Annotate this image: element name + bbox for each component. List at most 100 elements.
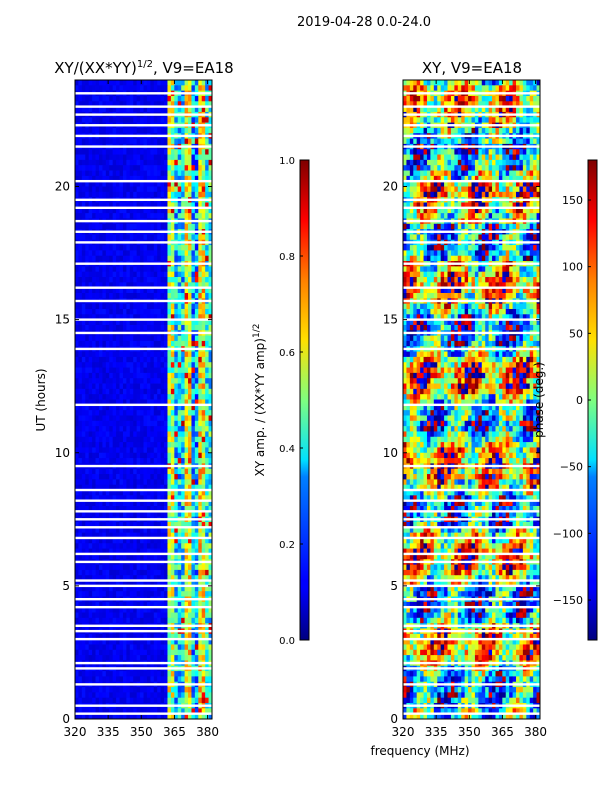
amp-cell [198, 436, 203, 443]
amp-cell [98, 303, 103, 310]
amp-cell [102, 479, 107, 486]
amp-cell [78, 649, 83, 656]
amp-cell [208, 415, 213, 422]
amp-cell [184, 266, 189, 273]
amp-cell [150, 527, 155, 534]
amp-cell [157, 633, 162, 640]
amp-cell [177, 287, 182, 294]
amp-cell [98, 186, 103, 193]
amp-cell [109, 404, 114, 411]
amp-cell [194, 95, 199, 102]
phase-cell [440, 85, 445, 92]
amp-cell [198, 223, 203, 230]
amp-cell [170, 553, 175, 560]
amp-cell [157, 447, 162, 454]
amp-cell [122, 692, 127, 699]
amp-cell [143, 687, 148, 693]
amp-cell [122, 101, 127, 108]
phase-cell [474, 80, 479, 86]
amp-cell [88, 154, 93, 161]
amp-cell [184, 255, 189, 262]
amp-cell [191, 543, 196, 550]
amp-cell [102, 713, 107, 720]
amp-cell [167, 367, 172, 374]
amp-cell [174, 351, 179, 358]
amp-cell [119, 548, 124, 555]
amp-cell [184, 138, 189, 145]
amp-cell [146, 394, 151, 400]
amp-cell [129, 85, 134, 92]
amp-cell [112, 713, 117, 720]
amp-cell [92, 80, 96, 86]
amp-cell [95, 277, 100, 283]
amp-cell [136, 191, 141, 198]
amp-cell [98, 468, 103, 475]
amp-cell [208, 191, 213, 198]
amp-cell [116, 484, 120, 491]
amp-cell [181, 564, 185, 571]
amp-cell [146, 511, 151, 518]
amp-cell [133, 431, 138, 438]
amp-cell [136, 293, 141, 299]
amp-cell [92, 335, 96, 342]
amp-cell [109, 319, 114, 326]
amp-cell [181, 612, 185, 619]
amp-cell [153, 303, 158, 310]
amp-cell [109, 527, 114, 534]
amp-cell [157, 250, 162, 257]
amp-cell [129, 95, 134, 102]
amp-cell [140, 388, 144, 395]
amp-cell [198, 287, 203, 294]
amp-cell [119, 617, 124, 624]
amp-cell [129, 553, 134, 560]
amp-cell [170, 617, 175, 624]
amp-cell [119, 479, 124, 486]
amp-cell [126, 617, 131, 624]
amp-cell [157, 458, 162, 464]
amp-cell [105, 335, 110, 342]
amp-cell [109, 149, 114, 155]
amp-cell [188, 436, 192, 443]
amp-cell [136, 633, 141, 640]
amp-cell [75, 431, 79, 438]
amp-cell [143, 335, 148, 342]
amp-cell [143, 245, 148, 251]
amp-cell [136, 101, 141, 108]
amp-cell [208, 223, 213, 230]
amp-cell [157, 117, 162, 124]
amp-cell [177, 245, 182, 251]
amp-colorbar-tick-label: 0.2 [279, 540, 295, 551]
amp-cell [88, 420, 93, 427]
amp-cell [102, 324, 107, 331]
amp-cell [160, 101, 165, 108]
amp-cell [92, 553, 96, 560]
amp-cell [205, 101, 209, 108]
amp-cell [88, 404, 93, 411]
amp-cell [177, 383, 182, 390]
amp-cell [122, 495, 127, 502]
amp-cell [174, 181, 179, 187]
amp-cell [167, 95, 172, 102]
amp-flag-line [75, 331, 212, 335]
amp-cell [98, 335, 103, 342]
amp-cell [198, 511, 203, 518]
amp-cell [119, 671, 124, 677]
amp-cell [194, 633, 199, 640]
amp-cell [81, 676, 86, 683]
amp-cell [191, 506, 196, 512]
amp-cell [98, 431, 103, 438]
amp-cell [191, 548, 196, 555]
amp-cell [188, 415, 192, 422]
amp-cell [198, 500, 203, 507]
amp-cell [122, 442, 127, 448]
amp-cell [157, 474, 162, 480]
amp-cell [98, 372, 103, 379]
amp-cell [188, 266, 192, 273]
amp-cell [184, 324, 189, 331]
amp-cell [129, 601, 134, 608]
amp-cell [109, 420, 114, 427]
amp-flag-line [75, 518, 212, 521]
amp-cell [78, 474, 83, 480]
amp-cell [205, 149, 209, 155]
amp-cell [194, 154, 199, 161]
